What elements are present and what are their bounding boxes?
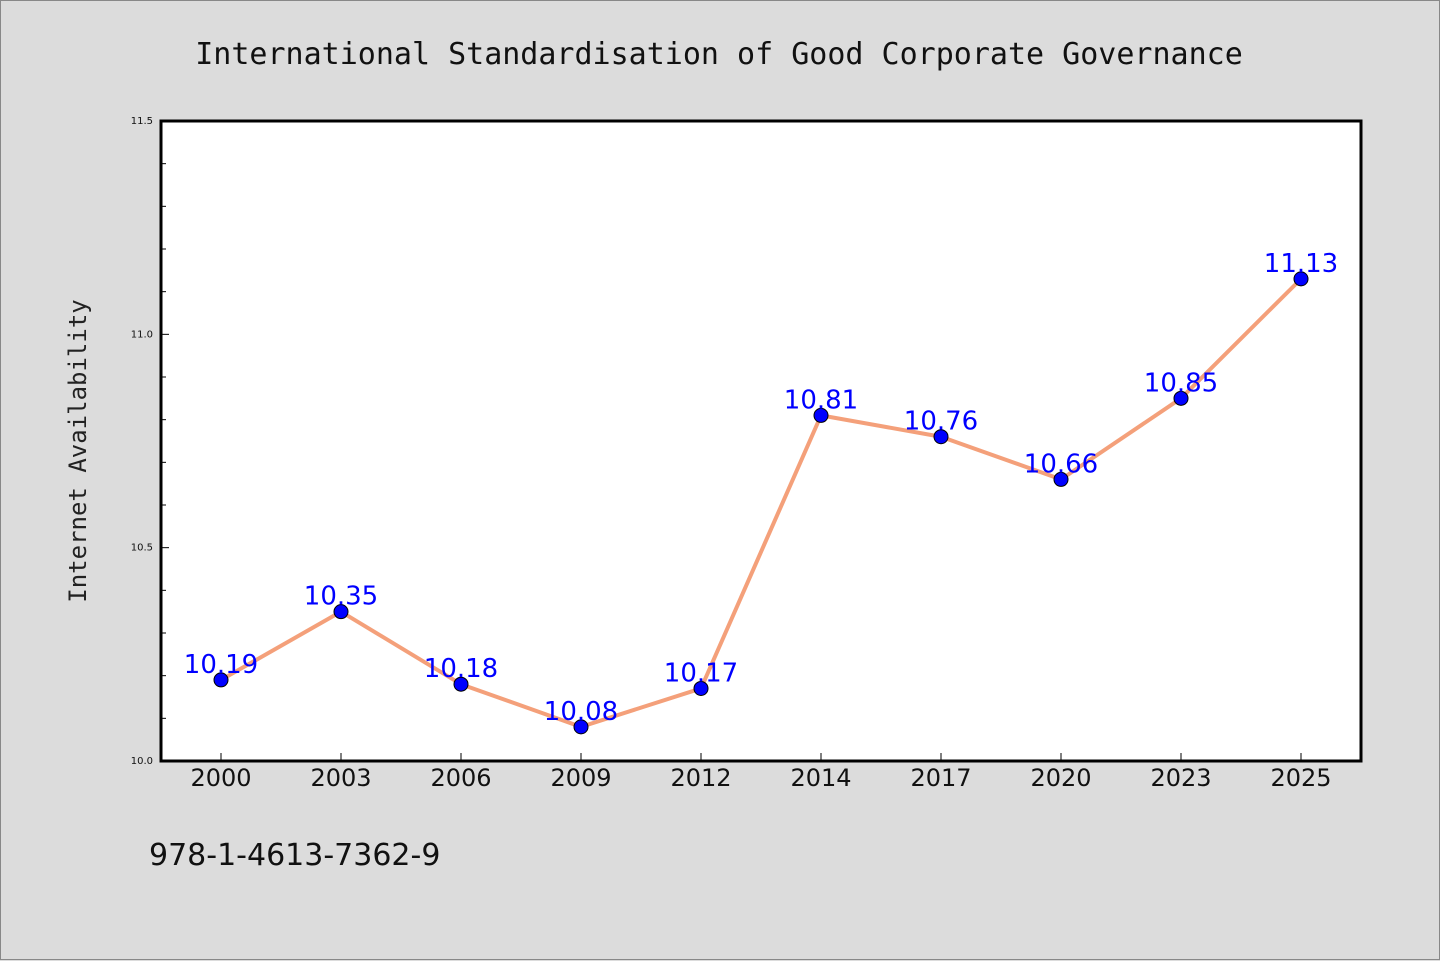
x-tick-label: 2012 [670,764,731,792]
plot-area [161,121,1361,761]
data-point [1293,271,1309,287]
y-tick-label: 11.0 [131,329,153,340]
data-label: 10.08 [544,697,618,727]
plot-border [159,119,1363,763]
data-point [933,429,949,445]
data-point [333,604,349,620]
y-tick-label: 10.5 [131,543,153,554]
y-tick-label: 10.0 [131,756,153,767]
x-tick-label: 2023 [1150,764,1211,792]
series-group [213,271,1309,735]
data-point [213,672,229,688]
x-tick-label: 2020 [1030,764,1091,792]
data-label: 11.13 [1264,249,1338,279]
data-label: 10.17 [664,658,738,688]
x-tick-label: 2025 [1270,764,1331,792]
x-axis: 2000 2003 2006 2009 2012 2014 2017 2020 2023 2025 [190,753,1332,792]
x-tick-label: 2009 [550,764,611,792]
data-label: 10.76 [904,407,978,437]
data-label: 10.18 [424,654,498,684]
data-point [1053,471,1069,487]
data-point [693,680,709,696]
data-label: 10.19 [184,650,258,680]
data-label: 10.85 [1144,368,1218,398]
x-tick-label: 2014 [790,764,851,792]
x-tick-label: 2003 [310,764,371,792]
data-label: 10.66 [1024,449,1098,479]
chart-title: International Standardisation of Good Co… [195,37,1243,72]
y-axis-label: Internet Availability [64,299,92,602]
data-label: 10.35 [304,582,378,612]
x-tick-label: 2006 [430,764,491,792]
footer-isbn: 978-1-4613-7362-9 [149,838,440,873]
data-point [453,676,469,692]
data-label: 10.81 [784,385,858,415]
y-tick-label: 11.5 [131,116,153,127]
series-line [220,277,1303,729]
x-tick-label: 2000 [190,764,251,792]
data-point [813,407,829,423]
data-point [1173,390,1189,406]
data-labels: 10.19 10.35 10.18 10.08 10.17 10.81 10.76 10.66… [184,249,1338,727]
x-tick-label: 2017 [910,764,971,792]
data-point [573,719,589,735]
